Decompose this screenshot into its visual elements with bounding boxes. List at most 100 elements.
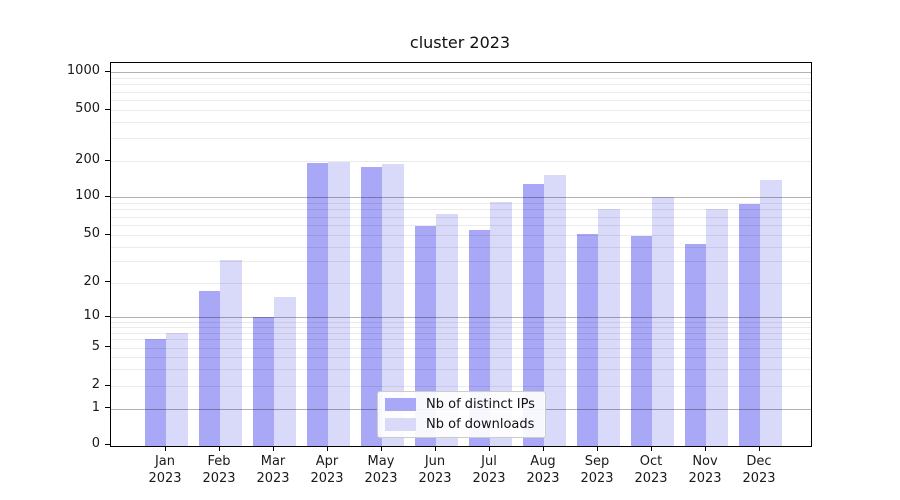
x-tick-year: 2023 xyxy=(364,471,398,486)
plot-area: Nb of distinct IPs Nb of downloads xyxy=(110,62,812,447)
bar-dec-downloads xyxy=(760,180,782,446)
x-tick-month: Jul xyxy=(481,454,497,469)
x-tick-mark xyxy=(758,446,760,451)
x-tick-year: 2023 xyxy=(688,471,722,486)
y-tick-label: 20 xyxy=(83,273,100,289)
y-tick-mark xyxy=(105,70,110,72)
y-tick-label: 50 xyxy=(83,226,100,241)
x-tick-month: Dec xyxy=(746,454,772,469)
x-tick-label-jan: Jan 2023 xyxy=(133,453,197,487)
bar-dec-distinct-ips xyxy=(738,204,760,446)
x-tick-year: 2023 xyxy=(202,471,236,486)
bar-jan-downloads xyxy=(166,332,188,446)
y-tick-mark xyxy=(105,384,110,386)
legend-item-distinct-ips: Nb of distinct IPs xyxy=(385,397,535,412)
minor-gridline xyxy=(111,161,811,162)
minor-gridline xyxy=(111,202,811,204)
bar-jun-distinct-ips xyxy=(414,225,436,446)
bar-nov-downloads xyxy=(706,209,728,446)
x-tick-mark xyxy=(542,446,544,451)
bar-feb-downloads xyxy=(220,259,242,446)
bar-feb-distinct-ips xyxy=(198,290,220,446)
minor-gridline xyxy=(111,77,811,79)
x-tick-mark xyxy=(488,446,490,451)
x-tick-mark xyxy=(218,446,220,451)
y-tick-label: 5 xyxy=(91,338,100,354)
bar-sep-distinct-ips xyxy=(576,233,598,446)
x-tick-month: Feb xyxy=(207,454,231,469)
x-tick-mark xyxy=(272,446,274,451)
y-tick-label: 200 xyxy=(75,152,100,167)
x-tick-month: Mar xyxy=(260,454,286,469)
x-tick-label-jun: Jun 2023 xyxy=(403,453,467,487)
minor-gridline xyxy=(111,138,811,140)
y-tick-mark xyxy=(105,315,110,317)
x-tick-label-aug: Aug 2023 xyxy=(511,453,575,487)
x-tick-mark xyxy=(704,446,706,451)
y-tick-label: 2 xyxy=(91,377,100,392)
y-tick-mark xyxy=(105,281,110,282)
x-tick-mark xyxy=(596,446,598,451)
legend-swatch-distinct-ips xyxy=(385,398,416,411)
bar-mar-downloads xyxy=(274,296,296,446)
x-tick-mark xyxy=(164,446,166,451)
minor-gridline xyxy=(111,84,811,86)
bar-jun-downloads xyxy=(436,214,458,446)
y-tick-label: 0 xyxy=(91,436,100,451)
x-tick-mark xyxy=(434,446,436,451)
x-tick-month: Jan xyxy=(154,454,176,469)
y-tick-label: 1 xyxy=(91,399,100,415)
x-tick-label-jul: Jul 2023 xyxy=(457,453,521,487)
x-tick-label-oct: Oct 2023 xyxy=(619,453,683,487)
x-tick-year: 2023 xyxy=(148,471,182,486)
x-tick-month: Sep xyxy=(584,454,610,469)
x-tick-month: Oct xyxy=(639,454,663,469)
x-tick-label-apr: Apr 2023 xyxy=(295,453,359,487)
x-tick-month: May xyxy=(367,454,395,469)
bar-mar-distinct-ips xyxy=(252,317,274,446)
bar-may-distinct-ips xyxy=(360,166,382,446)
x-tick-label-mar: Mar 2023 xyxy=(241,453,305,487)
y-tick-label: 500 xyxy=(75,101,100,116)
bar-apr-distinct-ips xyxy=(306,163,328,446)
bar-aug-distinct-ips xyxy=(522,183,544,446)
minor-gridline xyxy=(111,91,811,93)
x-tick-label-dec: Dec 2023 xyxy=(727,453,791,487)
x-tick-year: 2023 xyxy=(256,471,290,486)
x-tick-year: 2023 xyxy=(472,471,506,486)
x-tick-year: 2023 xyxy=(310,471,344,486)
legend-label-downloads: Nb of downloads xyxy=(426,417,535,432)
bar-nov-distinct-ips xyxy=(684,244,706,446)
x-tick-mark xyxy=(380,446,382,451)
major-gridline xyxy=(111,197,811,198)
legend-label-distinct-ips: Nb of distinct IPs xyxy=(426,397,535,412)
bar-jan-distinct-ips xyxy=(144,339,166,446)
chart-title: cluster 2023 xyxy=(409,33,511,52)
bar-jul-downloads xyxy=(490,201,512,446)
y-tick-mark xyxy=(105,233,110,235)
x-tick-label-nov: Nov 2023 xyxy=(673,453,737,487)
x-tick-year: 2023 xyxy=(418,471,452,486)
y-tick-mark xyxy=(105,195,110,197)
legend-item-downloads: Nb of downloads xyxy=(385,417,535,432)
x-tick-year: 2023 xyxy=(580,471,614,486)
minor-gridline xyxy=(111,110,811,111)
bar-sep-downloads xyxy=(598,209,620,446)
y-tick-label: 1000 xyxy=(66,63,100,78)
x-tick-month: Apr xyxy=(315,454,339,469)
x-tick-mark xyxy=(650,446,652,451)
x-tick-year: 2023 xyxy=(526,471,560,486)
bar-may-downloads xyxy=(382,163,404,446)
x-tick-label-sep: Sep 2023 xyxy=(565,453,629,487)
y-tick-mark xyxy=(105,159,110,161)
x-tick-label-feb: Feb 2023 xyxy=(187,453,251,487)
y-tick-mark xyxy=(105,108,110,110)
bar-aug-downloads xyxy=(544,175,566,446)
major-gridline xyxy=(111,72,811,73)
x-tick-month: Nov xyxy=(692,454,718,469)
bar-oct-distinct-ips xyxy=(630,236,652,446)
y-tick-mark xyxy=(105,346,110,347)
y-tick-label: 10 xyxy=(83,308,100,323)
x-tick-year: 2023 xyxy=(634,471,668,486)
